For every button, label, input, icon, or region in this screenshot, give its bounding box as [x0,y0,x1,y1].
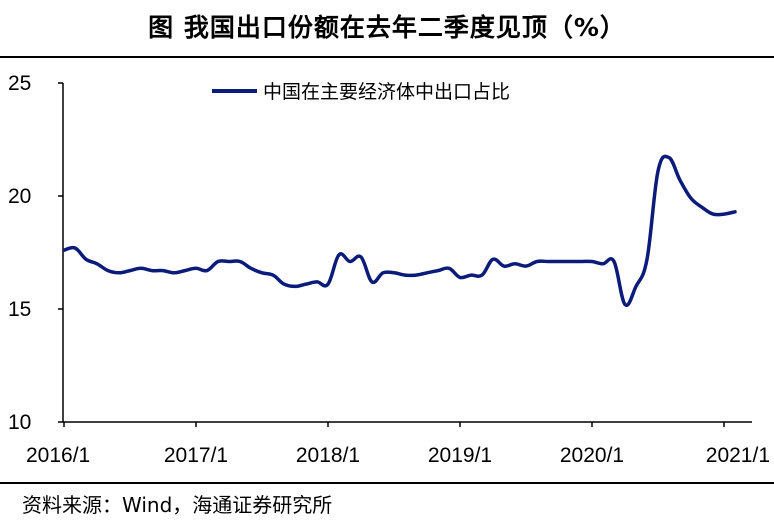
chart-legend: 中国在主要经济体中出口占比 [212,81,510,103]
chart-series [62,154,737,308]
x-tick-label: 2016/1 [26,444,90,467]
title-bar: 图 我国出口份额在去年二季度见顶（%） [0,0,774,58]
y-tick-labels: 25 20 15 10 [8,72,31,434]
legend-label: 中国在主要经济体中出口占比 [263,81,510,103]
x-tick-label: 2021/1 [706,444,770,467]
source-rule [0,482,774,484]
chart-title: 图 我国出口份额在去年二季度见顶（%） [148,13,626,42]
x-tick-label: 2020/1 [560,444,624,467]
y-tick-label: 10 [8,411,31,434]
source-note: 资料来源：Wind，海通证券研究所 [22,493,333,517]
x-tick-label: 2018/1 [296,444,360,467]
series-line-export-share [62,154,737,308]
y-tick-label: 25 [8,72,31,95]
y-tick-label: 15 [8,298,31,321]
x-tick-label: 2017/1 [164,444,228,467]
x-tick-labels: 2016/1 2017/1 2018/1 2019/1 2020/1 2021/1 [26,444,770,467]
chart-axes [58,82,752,427]
title-rule [0,56,774,58]
x-tick-label: 2019/1 [428,444,492,467]
y-tick-label: 20 [8,185,31,208]
